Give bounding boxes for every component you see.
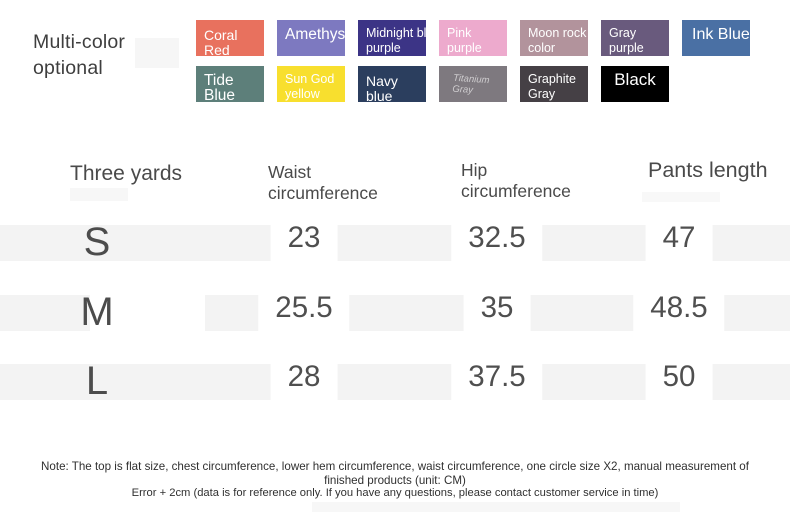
swatch-label: Ink Blue (692, 26, 750, 43)
color-swatch-navy-blue: Navy blue (358, 66, 426, 102)
swatch-label: Navy blue (366, 73, 398, 102)
waist-value: 28 (270, 355, 338, 409)
hip-value: 37.5 (451, 355, 543, 409)
size-label: L (85, 359, 109, 403)
color-swatch-titanium-gray: Titanium Gray (439, 66, 507, 102)
note-line-3: Error + 2cm (data is for reference only.… (131, 487, 659, 499)
table-row-l: L 28 37.5 50 (0, 355, 790, 403)
size-label: M (80, 290, 114, 334)
color-swatch-black: Black (601, 66, 669, 102)
hip-value: 35 (463, 286, 531, 340)
translation-artifact (90, 295, 205, 331)
waist-value: 23 (270, 216, 338, 270)
note-line-1: Note: The top is flat size, chest circum… (41, 460, 749, 473)
swatch-label: Black (614, 70, 656, 89)
color-swatch-graphite-gray: Graphite Gray (520, 66, 588, 102)
color-swatch-ink-blue: Ink Blue (682, 20, 750, 56)
col-header-waist: Waist circumference (268, 162, 378, 203)
waist-value: 25.5 (258, 286, 350, 340)
note-line-2: finished products (unit: CM) (324, 474, 466, 487)
translation-artifact (312, 502, 680, 512)
translation-artifact (135, 38, 179, 68)
swatch-label: Titanium Gray (452, 72, 490, 97)
hip-value: 32.5 (451, 216, 543, 270)
col-header-pants-length: Pants length (648, 158, 768, 182)
multicolor-title: Multi-color optional (33, 31, 126, 79)
swatch-label: Gray purple (609, 26, 644, 55)
color-swatch-coral-red: Coral Red (196, 20, 264, 56)
swatch-label: Graphite Gray (528, 72, 576, 101)
col-header-hip: Hip circumference (461, 160, 571, 201)
swatch-label: Amethyst (285, 26, 345, 43)
color-swatch-tide-blue: Tide Blue (196, 66, 264, 102)
swatch-label: Sun God yellow (285, 72, 335, 101)
color-swatch-midnight-blue-purple: Midnight blue purple (358, 20, 426, 56)
col-header-size: Three yards (70, 162, 183, 185)
swatch-label: Pink purple (447, 26, 482, 55)
pants-length-value: 48.5 (633, 286, 725, 340)
table-row-s: S 23 32.5 47 (0, 216, 790, 264)
swatch-label: Moon rock color (528, 26, 587, 55)
pants-length-value: 50 (645, 355, 713, 409)
color-swatch-amethyst: Amethyst (277, 20, 345, 56)
swatch-label: Tide Blue (204, 72, 236, 102)
pants-length-value: 47 (645, 216, 713, 270)
color-swatch-pink-purple: Pink purple (439, 20, 507, 56)
swatch-label: Midnight blue purple (366, 26, 426, 55)
translation-artifact (642, 192, 720, 202)
color-swatch-gray-purple: Gray purple (601, 20, 669, 56)
swatch-label: Coral Red (204, 27, 238, 56)
table-row-m: M 25.5 35 48.5 (0, 286, 790, 334)
color-swatch-moon-rock: Moon rock color (520, 20, 588, 56)
color-swatch-sun-god-yellow: Sun God yellow (277, 66, 345, 102)
translation-artifact (70, 188, 128, 201)
color-swatch-grid: Coral Red Amethyst Midnight blue purple … (196, 20, 750, 102)
size-label: S (83, 220, 111, 264)
